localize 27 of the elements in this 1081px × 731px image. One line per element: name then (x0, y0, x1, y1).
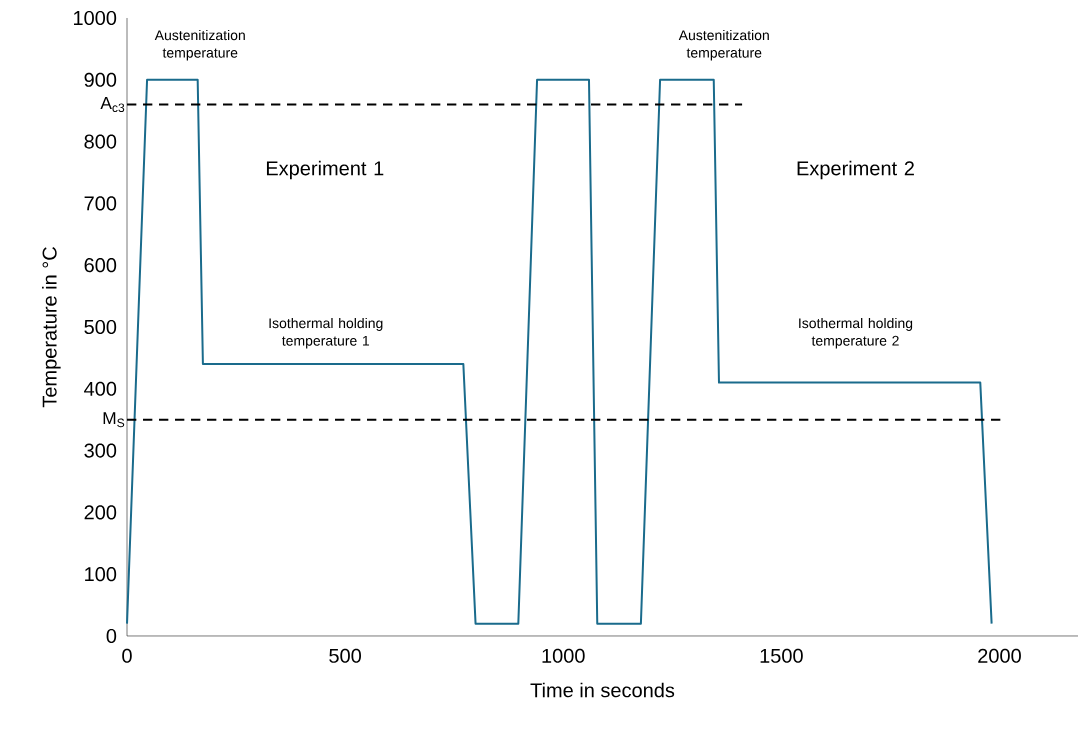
annotation: A$_{c3}$ (100, 97, 125, 113)
annotation: M$_{S}$ (103, 412, 125, 428)
x-tick-label: 1000 (542, 648, 585, 663)
line-series (126, 78, 993, 625)
y-tick-label: 300 (84, 443, 117, 458)
y-tick-label: 100 (85, 567, 117, 582)
y-tick-label: 200 (84, 505, 117, 520)
annotation: Experiment 2 (797, 160, 914, 180)
annotation: Experiment 1 (266, 160, 384, 180)
x-tick-label: 0 (122, 648, 132, 663)
x-tick-label: 2000 (978, 648, 1021, 663)
y-axis-title: Temperature in °C (42, 247, 61, 408)
y-tick-label: 400 (84, 381, 117, 396)
y-tick-label: 1000 (74, 10, 117, 26)
annotation: Isothermal holding temperature 1 (269, 317, 383, 349)
y-tick-label: 0 (106, 628, 117, 644)
x-axis-title: Time in seconds (530, 682, 675, 698)
y-tick-label: 700 (84, 196, 117, 211)
x-tick-label: 500 (329, 648, 362, 663)
y-tick-label: 900 (84, 72, 117, 87)
y-tick-label: 600 (84, 258, 117, 273)
x-tick-label: 1500 (760, 648, 803, 663)
annotation: Isothermal holding temperature 2 (799, 317, 913, 349)
annotation: Austenitization temperature (154, 29, 245, 61)
annotation: Austenitization temperature (678, 29, 769, 61)
y-tick-label: 500 (84, 319, 117, 335)
y-tick-label: 800 (84, 134, 117, 149)
